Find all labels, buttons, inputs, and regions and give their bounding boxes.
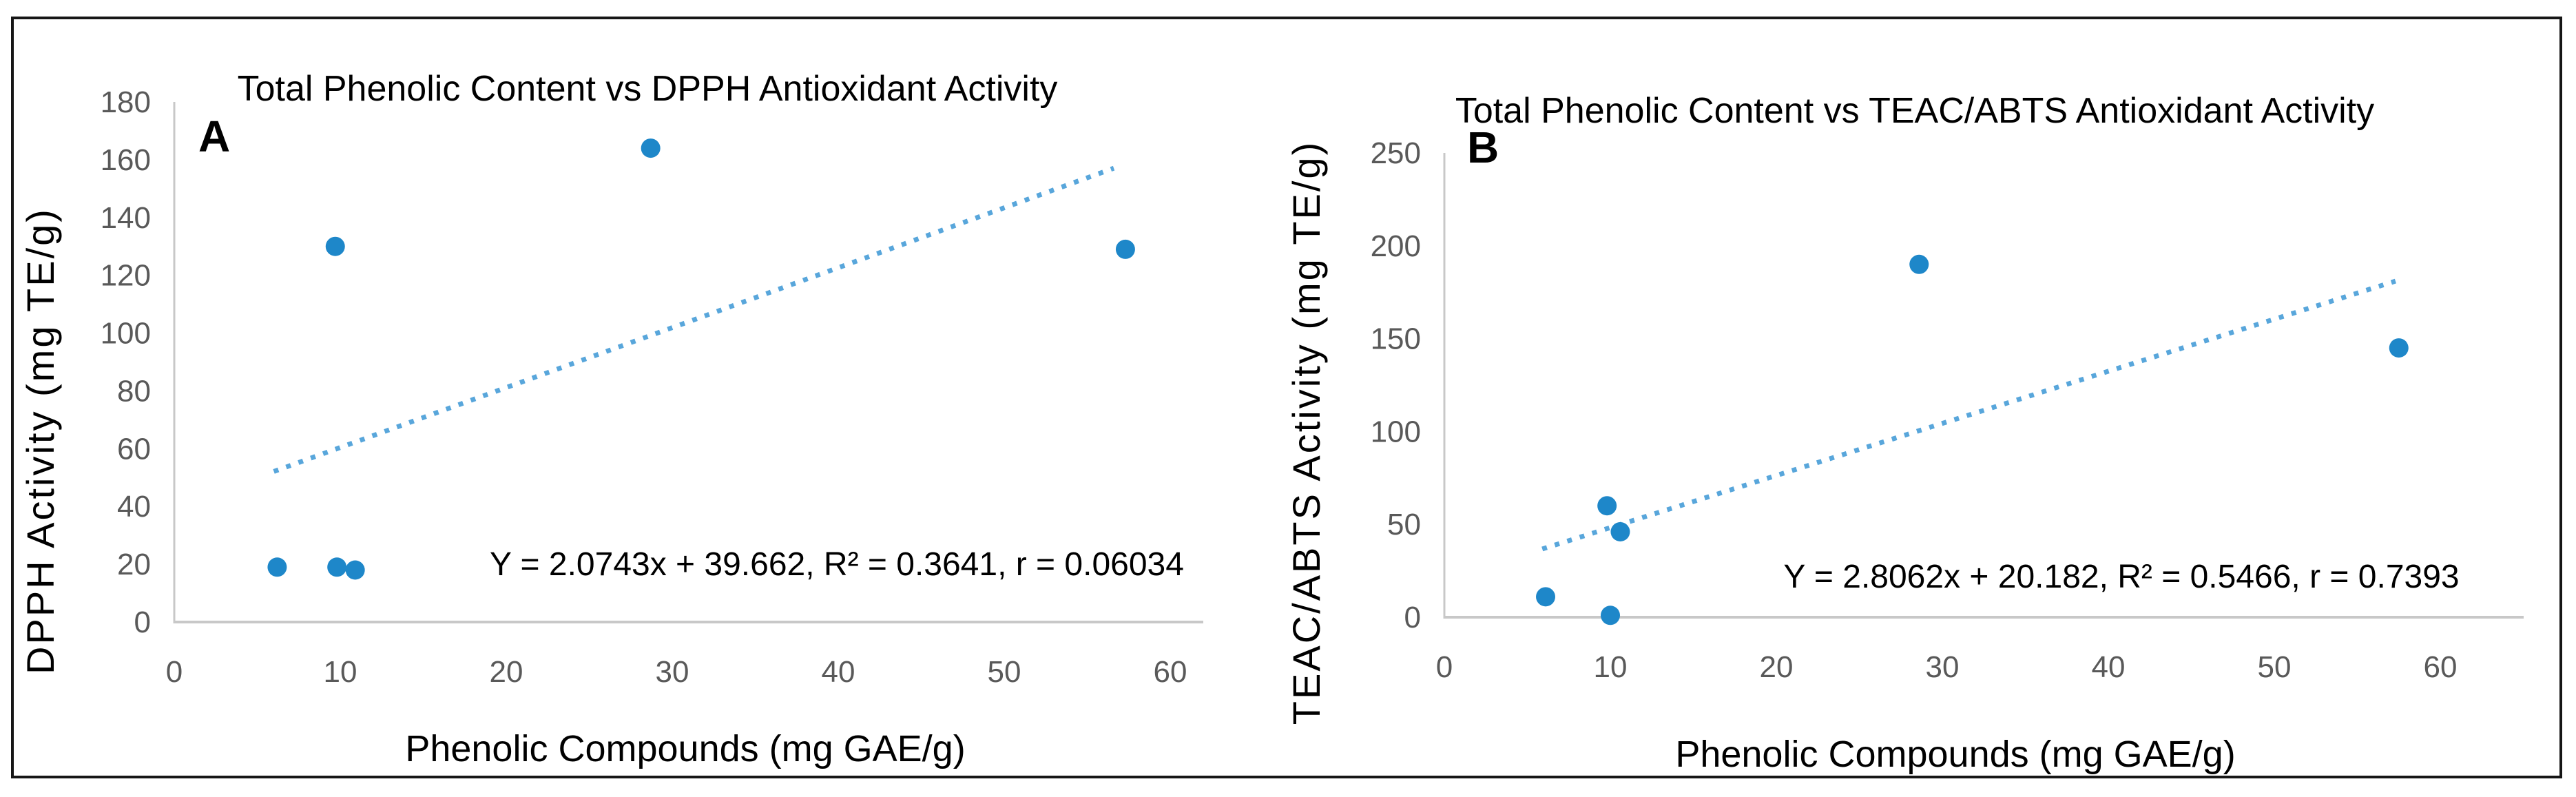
- chart-a-regression-equation: Y = 2.0743x + 39.662, R² = 0.3641, r = 0…: [490, 546, 1184, 583]
- chart-dpph-scatter: 0 20 40 60 80 100 120 140 160 180 0 10 20 30 40 50 60 To…: [19, 69, 1203, 769]
- x-tick-label: 20: [490, 655, 523, 689]
- y-tick-label: 200: [1371, 229, 1421, 263]
- y-tick-label: 100: [1371, 415, 1421, 448]
- x-tick-label: 20: [1760, 650, 1794, 684]
- x-tick-label: 0: [166, 655, 183, 689]
- chart-b-x-axis-title: Phenolic Compounds (mg GAE/g): [1675, 734, 2235, 774]
- chart-a-title: Total Phenolic Content vs DPPH Antioxida…: [238, 69, 1058, 109]
- x-tick-label: 60: [1154, 655, 1187, 689]
- y-tick-label: 60: [117, 432, 151, 466]
- y-tick-label: 0: [134, 605, 151, 639]
- data-point: [641, 138, 661, 158]
- y-tick-label: 20: [117, 548, 151, 581]
- data-point: [1597, 496, 1617, 516]
- data-point: [1601, 605, 1620, 625]
- data-point: [1536, 587, 1556, 607]
- y-tick-label: 160: [101, 143, 151, 177]
- data-point: [1610, 521, 1630, 541]
- data-point: [327, 557, 347, 577]
- data-point: [2389, 338, 2409, 358]
- x-tick-label: 60: [2424, 650, 2458, 684]
- data-point: [325, 236, 345, 256]
- chart-b-y-axis-title: TEAC/ABTS Activity (mg TE/g): [1285, 141, 1328, 725]
- data-point: [1115, 239, 1135, 259]
- chart-b-regression-equation: Y = 2.8062x + 20.182, R² = 0.5466, r = 0…: [1783, 559, 2459, 595]
- chart-b-panel-label: B: [1467, 123, 1499, 172]
- x-tick-label: 50: [2258, 650, 2292, 684]
- y-tick-label: 150: [1371, 322, 1421, 356]
- x-tick-label: 0: [1436, 650, 1453, 684]
- x-tick-label: 30: [1926, 650, 1960, 684]
- trendline: [273, 165, 1115, 474]
- chart-a-panel-label: A: [198, 112, 230, 161]
- x-tick-label: 50: [988, 655, 1021, 689]
- chart-a-y-axis-title: DPPH Activity (mg TE/g): [19, 207, 62, 674]
- y-tick-label: 140: [101, 201, 151, 235]
- x-tick-label: 10: [1594, 650, 1628, 684]
- y-tick-label: 50: [1387, 508, 1421, 541]
- trendline: [1541, 278, 2396, 552]
- y-tick-label: 250: [1371, 136, 1421, 170]
- y-tick-label: 120: [101, 259, 151, 293]
- x-tick-label: 40: [2092, 650, 2126, 684]
- x-tick-label: 10: [324, 655, 357, 689]
- chart-a-x-axis-title: Phenolic Compounds (mg GAE/g): [405, 728, 965, 769]
- chart-b-title: Total Phenolic Content vs TEAC/ABTS Anti…: [1455, 91, 2374, 131]
- figure-border: 0 20 40 60 80 100 120 140 160 180 0 10 20 30 40 50 60 To…: [11, 17, 2562, 778]
- data-point: [1909, 254, 1929, 274]
- y-tick-label: 80: [117, 374, 151, 408]
- y-tick-label: 180: [101, 85, 151, 119]
- data-point: [345, 560, 365, 580]
- x-tick-label: 30: [656, 655, 689, 689]
- y-tick-label: 0: [1404, 601, 1421, 634]
- y-tick-label: 40: [117, 490, 151, 524]
- chart-teac-abts-scatter: 0 50 100 150 200 250 0 10 20 30 40 50 60 Total Pheno…: [1285, 91, 2524, 774]
- data-point: [267, 557, 287, 577]
- x-tick-label: 40: [822, 655, 855, 689]
- y-tick-label: 100: [101, 317, 151, 351]
